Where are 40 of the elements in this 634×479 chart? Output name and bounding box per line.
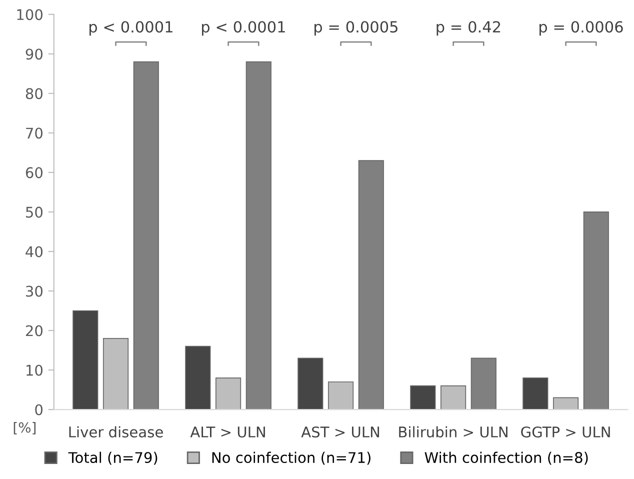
x-tick-label: ALT > ULN [190, 426, 265, 438]
x-tick-label: GGTP > ULN [521, 426, 610, 438]
x-tick-label: Bilirubin > ULN [399, 426, 508, 438]
annotation: p = 0.42 [436, 21, 500, 36]
annotation: p = 0.0006 [540, 21, 623, 36]
bar [185, 346, 211, 410]
y-tick-label: 40 [26, 246, 43, 258]
annotation: p < 0.0001 [90, 21, 172, 36]
legend-label: Total (n=79) [68, 452, 158, 465]
bar [133, 61, 159, 410]
bar [328, 381, 354, 410]
bar [440, 385, 466, 410]
y-tick-label: 100 [17, 9, 43, 20]
bar [583, 212, 609, 410]
bar [102, 338, 129, 410]
y-tick-label: 10 [26, 364, 43, 376]
y-tick-label: 80 [26, 88, 43, 100]
y-tick-label: 60 [26, 167, 43, 178]
y-tick-label: 30 [26, 286, 43, 297]
bar [215, 378, 242, 410]
annotation: p < 0.0001 [202, 21, 285, 36]
bar [522, 378, 548, 410]
y-tick-label: 0 [35, 404, 43, 416]
y-tick-label: 20 [26, 325, 43, 336]
bar [72, 310, 98, 410]
y-tick-label: 50 [26, 206, 43, 218]
bar [246, 61, 272, 410]
legend-label: With coinfection (n=8) [424, 452, 588, 465]
annotation: p = 0.0005 [314, 21, 398, 36]
bar [552, 397, 579, 410]
y-axis-title: [%] [14, 422, 36, 434]
x-tick-label: AST > ULN [301, 426, 380, 438]
bar [470, 358, 496, 410]
bar [358, 160, 384, 410]
legend-label: No coinfection (n=71) [212, 452, 370, 465]
y-tick-label: 70 [26, 128, 43, 139]
y-tick-label: 90 [26, 48, 43, 60]
bar [298, 358, 324, 410]
x-tick-label: Liver disease [69, 426, 163, 438]
bar [410, 385, 436, 410]
